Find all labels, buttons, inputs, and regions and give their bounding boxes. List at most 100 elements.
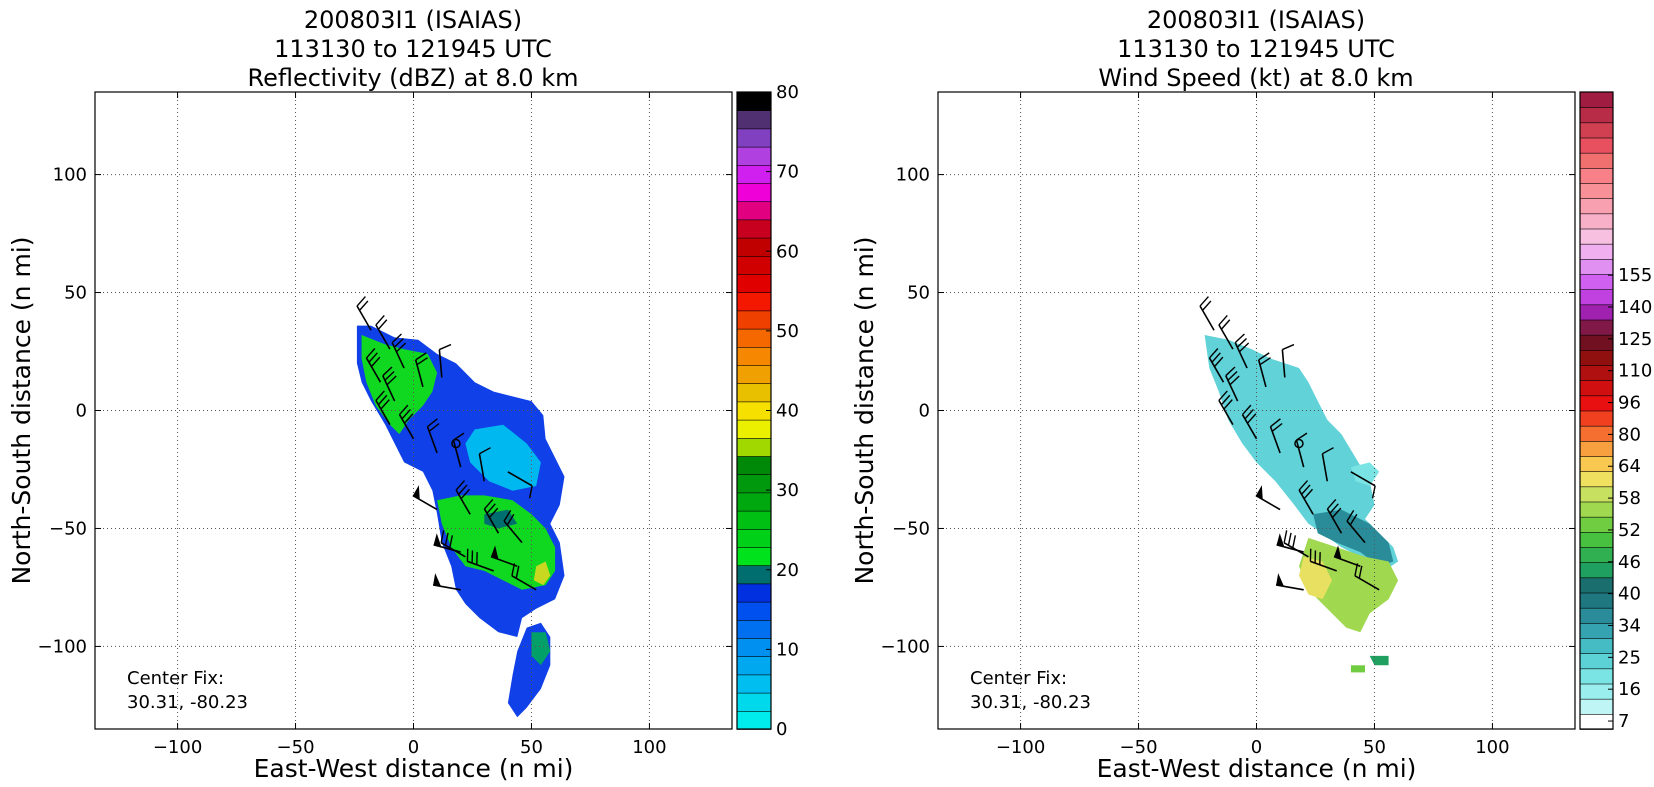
- colorbar-segment: [1579, 349, 1614, 366]
- barb-full: [506, 513, 515, 526]
- colorbar-segment: [736, 382, 772, 403]
- colorbar-segment: [736, 528, 772, 548]
- colorbar-segment: [1579, 425, 1614, 442]
- colorbar-tick-label: 70: [776, 162, 799, 183]
- barb-full: [458, 484, 468, 495]
- colorbar-tick-label: 40: [776, 401, 799, 422]
- wind-barb: [1309, 548, 1337, 572]
- colorbar-tick-label: 50: [776, 321, 799, 342]
- barb-full: [440, 530, 445, 543]
- barb-full: [395, 342, 407, 353]
- barb-full: [416, 357, 428, 366]
- field-region: [1369, 655, 1389, 666]
- center-fix-annotation: 30.31, -80.23: [970, 692, 1091, 713]
- colorbar-segment: [1579, 182, 1614, 199]
- wind-barb: [1326, 499, 1343, 534]
- barb-full: [1220, 394, 1231, 406]
- barb-full: [511, 563, 516, 576]
- wind-barbs: [356, 296, 537, 591]
- colorbar-segment: [1579, 713, 1614, 730]
- field-region: [533, 561, 551, 586]
- barb-full: [403, 413, 414, 424]
- colorbar-segment: [736, 492, 772, 512]
- wind-barb: [478, 447, 491, 482]
- barb-staff: [438, 349, 443, 378]
- colorbar-segment: [1579, 243, 1614, 260]
- colorbar-tick-label: 46: [1618, 552, 1641, 573]
- wind-barb: [382, 366, 397, 402]
- barb-staff: [1199, 305, 1215, 331]
- colorbar-segment: [1579, 228, 1614, 245]
- colorbar-tick-label: 30: [776, 480, 799, 501]
- barb-full: [1331, 507, 1342, 519]
- barb-staff: [507, 471, 533, 487]
- colorbar-segment: [1579, 652, 1614, 670]
- colorbar-segment: [736, 346, 772, 366]
- x-tick-label: 0: [1251, 737, 1262, 758]
- barb-full: [1199, 296, 1209, 307]
- colorbar-tick-label: 25: [1618, 647, 1641, 668]
- chart-title-line: Wind Speed (kt) at 8.0 km: [1098, 64, 1413, 92]
- y-tick-label: 0: [919, 401, 930, 422]
- barb-staff: [1295, 439, 1305, 468]
- barb-full: [393, 337, 405, 348]
- barb-full: [1270, 418, 1281, 428]
- colorbar-segment: [1579, 561, 1614, 579]
- chart-title-line: 113130 to 121945 UTC: [1117, 35, 1395, 63]
- center-fix-marker: [451, 438, 461, 449]
- colorbar-segment: [736, 674, 772, 694]
- colorbar-tick-label: 80: [1618, 424, 1641, 445]
- barb-staff: [478, 453, 486, 482]
- field-region: [1204, 335, 1399, 571]
- x-tick-label: −50: [1120, 737, 1158, 758]
- field-region: [1350, 462, 1380, 486]
- y-axis-label: North-South distance (n mi): [850, 236, 879, 584]
- colorbar-segment: [1579, 486, 1614, 503]
- colorbar-segment: [1579, 455, 1614, 472]
- barb-full: [427, 418, 438, 428]
- barb-full: [398, 404, 409, 416]
- colorbar-tick-label: 64: [1618, 456, 1641, 477]
- barb-full: [428, 422, 440, 432]
- y-tick-label: −100: [38, 636, 87, 657]
- barb-full: [1211, 352, 1221, 363]
- colorbar-tick-label: 96: [1618, 393, 1641, 414]
- colorbar-segment: [1579, 440, 1614, 457]
- field-region: [437, 495, 556, 590]
- colorbar: 0 10 20 30 40 50 60 70 80: [736, 82, 799, 740]
- chart-panel-2: 200803I1 (ISAIAS)113130 to 121945 UTCWin…: [850, 6, 1652, 783]
- wind-barb: [1257, 352, 1271, 388]
- colorbar-segment: [1579, 364, 1614, 381]
- colorbar-segment: [736, 109, 772, 130]
- x-tick-label: 100: [1475, 737, 1509, 758]
- barb-full: [1241, 404, 1252, 416]
- barb-full: [515, 565, 520, 579]
- wind-barb: [414, 352, 428, 388]
- colorbar-segment: [1579, 577, 1614, 594]
- barb-full: [1322, 447, 1334, 455]
- barb-full: [1236, 337, 1248, 348]
- colorbar-segment: [1579, 501, 1614, 518]
- field-region: [1313, 509, 1394, 567]
- y-axis-label: North-South distance (n mi): [7, 236, 36, 584]
- colorbar-tick-label: 110: [1618, 361, 1652, 382]
- barb-full: [380, 399, 390, 410]
- colorbar-tick-label: 52: [1618, 520, 1641, 541]
- colorbar-segment: [736, 255, 772, 275]
- wind-barb: [365, 348, 382, 383]
- wind-barb: [483, 499, 500, 534]
- barb-full: [488, 507, 499, 519]
- y-tick-label: −100: [881, 636, 930, 657]
- wind-barb: [1276, 533, 1304, 553]
- barb-full: [391, 333, 402, 344]
- barb-full: [382, 366, 393, 377]
- colorbar-segment: [736, 91, 772, 112]
- barb-flag: [1276, 573, 1284, 587]
- barb-full: [1329, 503, 1339, 514]
- chart-title-line: 200803I1 (ISAIAS): [1147, 6, 1365, 34]
- x-tick-label: 50: [520, 737, 543, 758]
- wind-barb: [412, 485, 438, 511]
- chart-panel-1: 200803I1 (ISAIAS)113130 to 121945 UTCRef…: [7, 6, 799, 783]
- colorbar-segment: [736, 182, 772, 203]
